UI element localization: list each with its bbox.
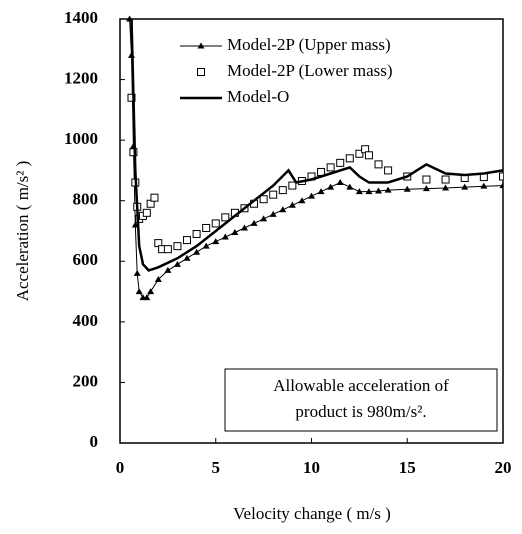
marker [192,230,201,239]
y-tick-label: 600 [73,250,99,269]
marker [279,206,287,213]
marker [154,275,162,282]
marker [317,188,325,195]
legend-marker [197,42,205,49]
marker [221,233,229,240]
marker [173,242,182,251]
marker [288,181,297,190]
marker [142,208,151,217]
x-tick-label: 10 [303,458,320,477]
marker [212,238,220,245]
marker [269,190,278,199]
marker [327,183,335,190]
marker [193,248,201,255]
y-tick-label: 400 [73,311,99,330]
y-tick-label: 800 [73,190,99,209]
plot-area [126,15,503,301]
legend-marker [197,68,205,76]
annotation: Allowable acceleration of [273,376,449,395]
marker [308,192,315,199]
marker [150,193,159,202]
marker [441,175,450,184]
marker [298,197,306,204]
marker [326,163,335,172]
marker [133,269,141,276]
marker [346,183,354,190]
marker [442,184,450,191]
x-tick-label: 20 [495,458,512,477]
marker [384,186,392,193]
x-axis-label: Velocity change ( m/s ) [233,504,391,523]
y-tick-label: 1000 [64,129,98,148]
marker [384,166,393,175]
x-tick-label: 15 [399,458,416,477]
annotation-box [224,368,498,432]
marker [461,183,469,190]
marker [183,236,192,245]
marker [422,185,430,192]
marker [375,187,383,194]
marker [231,229,239,236]
marker [336,158,345,167]
marker [403,185,411,192]
annotation: product is 980m/s². [295,402,426,421]
marker [288,201,296,208]
y-tick-label: 0 [90,432,99,451]
marker [355,149,364,158]
marker [259,195,268,204]
marker [147,288,155,295]
marker [221,213,230,222]
marker [211,219,220,228]
marker [260,215,268,222]
y-axis-label: Acceleration ( m/s² ) [13,161,32,302]
marker [163,245,172,254]
marker [365,188,373,195]
marker [499,182,503,189]
marker [336,179,344,186]
marker [364,151,373,160]
marker [317,167,326,176]
marker [202,242,210,249]
marker [345,154,354,163]
marker [183,254,191,261]
y-tick-label: 1200 [64,68,98,87]
marker [422,175,431,184]
marker [143,294,151,301]
marker [374,160,383,169]
marker [129,148,138,157]
marker [240,224,248,231]
marker [250,219,258,226]
marker [164,266,172,273]
x-tick-label: 0 [116,458,125,477]
marker [355,188,363,195]
legend-label: Model-2P (Lower mass) [227,61,393,80]
marker [499,172,503,181]
marker [202,223,211,232]
marker [173,260,181,267]
marker [269,210,277,217]
marker [135,288,143,295]
x-tick-label: 5 [212,458,221,477]
y-tick-label: 200 [73,371,99,390]
marker [127,93,136,102]
marker [480,182,488,189]
series-line [130,18,503,272]
legend-label: Model-2P (Upper mass) [227,35,391,54]
marker [278,186,287,195]
legend-label: Model-O [227,87,289,106]
y-tick-label: 1400 [64,8,98,27]
